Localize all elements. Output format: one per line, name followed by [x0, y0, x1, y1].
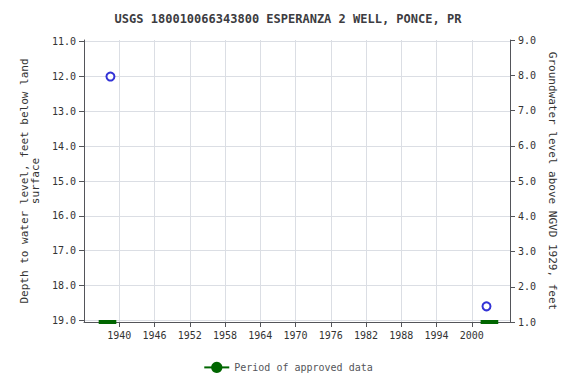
svg-text:14.0: 14.0 — [52, 141, 76, 152]
svg-text:9.0: 9.0 — [518, 35, 536, 46]
svg-text:1970: 1970 — [283, 330, 307, 341]
svg-text:2.0: 2.0 — [518, 281, 536, 292]
svg-text:1952: 1952 — [178, 330, 202, 341]
svg-text:surface: surface — [29, 158, 42, 204]
svg-text:17.0: 17.0 — [52, 245, 76, 256]
svg-text:19.0: 19.0 — [52, 315, 76, 326]
svg-text:1964: 1964 — [248, 330, 272, 341]
svg-text:15.0: 15.0 — [52, 176, 76, 187]
svg-text:1940: 1940 — [107, 330, 131, 341]
svg-text:1946: 1946 — [142, 330, 166, 341]
svg-text:12.0: 12.0 — [52, 71, 76, 82]
svg-text:Period of approved data: Period of approved data — [234, 362, 372, 373]
svg-text:1976: 1976 — [319, 330, 343, 341]
svg-text:2000: 2000 — [460, 330, 484, 341]
svg-text:11.0: 11.0 — [52, 36, 76, 47]
svg-text:1958: 1958 — [213, 330, 237, 341]
svg-text:1994: 1994 — [425, 330, 449, 341]
svg-text:1988: 1988 — [389, 330, 413, 341]
svg-text:5.0: 5.0 — [518, 176, 536, 187]
svg-text:18.0: 18.0 — [52, 280, 76, 291]
svg-text:4.0: 4.0 — [518, 211, 536, 222]
svg-text:8.0: 8.0 — [518, 70, 536, 81]
svg-text:13.0: 13.0 — [52, 106, 76, 117]
svg-text:1982: 1982 — [354, 330, 378, 341]
svg-text:3.0: 3.0 — [518, 246, 536, 257]
svg-text:16.0: 16.0 — [52, 210, 76, 221]
svg-text:7.0: 7.0 — [518, 105, 536, 116]
svg-text:1.0: 1.0 — [518, 317, 536, 328]
svg-text:6.0: 6.0 — [518, 140, 536, 151]
svg-text:USGS 180010066343800 ESPERANZA: USGS 180010066343800 ESPERANZA 2 WELL, P… — [115, 12, 463, 26]
svg-text:Depth to water level, feet bel: Depth to water level, feet below land — [18, 58, 31, 304]
svg-text:Groundwater level above NGVD 1: Groundwater level above NGVD 1929, feet — [546, 52, 559, 310]
